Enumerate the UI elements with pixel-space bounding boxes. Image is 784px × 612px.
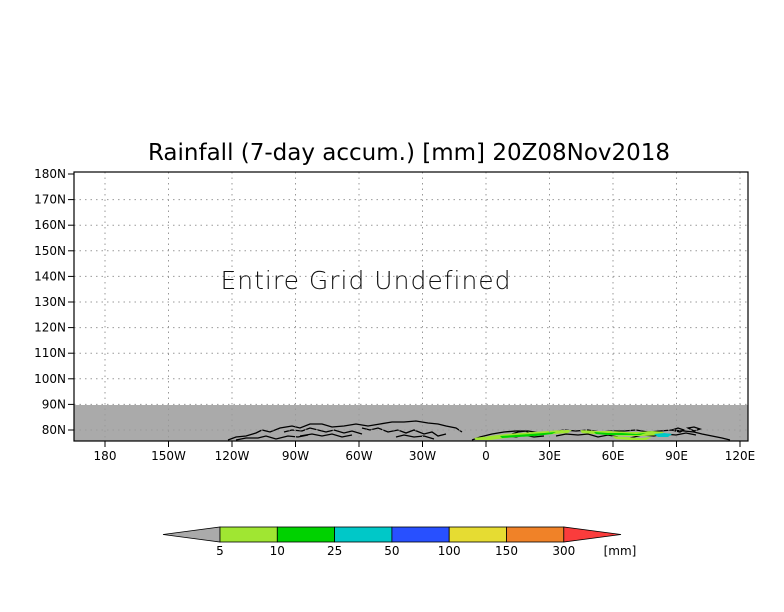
lon-label: 180: [94, 449, 117, 463]
colorbar-label: 5: [216, 544, 224, 558]
lon-label: 150W: [151, 449, 186, 463]
colorbar-label: 150: [495, 544, 518, 558]
lon-label: 90W: [282, 449, 309, 463]
lon-label: 30E: [538, 449, 561, 463]
colorbar-label: 100: [438, 544, 461, 558]
lat-label: 140N: [34, 269, 66, 283]
plot-frame: [73, 171, 749, 442]
lon-label: 90E: [665, 449, 688, 463]
colorbar-box: [506, 526, 565, 543]
colorbar-unit: [mm]: [604, 544, 637, 558]
lon-label: 120E: [725, 449, 756, 463]
colorbar-label: 10: [270, 544, 285, 558]
colorbar-box: [448, 526, 507, 543]
lat-label: 80N: [42, 423, 66, 437]
lat-label: 90N: [42, 397, 66, 411]
longitude-labels: 180 150W 120W 90W 60W 30W 0 30E 60E 90E 120E: [94, 449, 756, 463]
lat-label: 100N: [34, 372, 66, 386]
lat-label: 150N: [34, 244, 66, 258]
lon-label: 0: [482, 449, 490, 463]
rainfall-patches: [474, 430, 672, 440]
latitude-labels: 180N 170N 160N 150N 140N 130N 120N 110N 100N 90N 8…: [34, 167, 66, 437]
colorbar-label: 50: [384, 544, 399, 558]
colorbar-box: [334, 526, 393, 543]
colorbar-box: [391, 526, 450, 543]
lat-label: 160N: [34, 218, 66, 232]
lon-label: 60E: [602, 449, 625, 463]
colorbar-overflow-triangle: [563, 526, 622, 543]
lat-label: 120N: [34, 321, 66, 335]
lat-label: 130N: [34, 295, 66, 309]
colorbar-label: 300: [552, 544, 575, 558]
lat-label: 110N: [34, 346, 66, 360]
colorbar-box: [219, 526, 278, 543]
colorbar: 5 10 25 50 100 150 300: [162, 526, 622, 558]
colorbar-label: 25: [327, 544, 342, 558]
lat-label: 180N: [34, 167, 66, 181]
graticule: [68, 172, 748, 447]
colorbar-underflow-triangle: [162, 526, 221, 543]
lat-label: 170N: [34, 193, 66, 207]
lon-label: 120W: [215, 449, 250, 463]
colorbar-box: [276, 526, 335, 543]
map-title: Rainfall (7-day accum.) [mm] 20Z08Nov201…: [148, 140, 670, 166]
lon-label: 60W: [345, 449, 372, 463]
lon-label: 30W: [409, 449, 436, 463]
undefined-message: Entire Grid Undefined: [220, 266, 511, 295]
